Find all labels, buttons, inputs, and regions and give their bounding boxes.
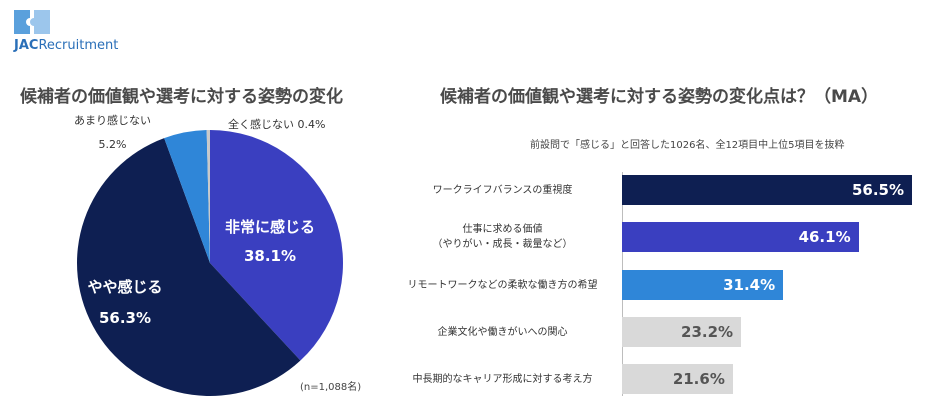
bar-value-4: 21.6% [672, 370, 725, 388]
bar-category-1-line-0: 仕事に求める価値 [462, 224, 543, 235]
pie-slice-3 [206, 130, 210, 263]
bar-4: 21.6% [622, 364, 733, 394]
bar-category-1: 仕事に求める価値 （やりがい・成長・裁量など） [390, 222, 615, 252]
pie-slice-1 [77, 138, 301, 397]
sample-size-note: (n=1,088名) [300, 382, 362, 393]
bar-category-3-line-0: 企業文化や働きがいへの関心 [437, 326, 568, 338]
bar-category-4: 中長期的なキャリア形成に対する考え方 [390, 372, 615, 387]
bar-category-2: リモートワークなどの柔軟な働き方の希望 [390, 278, 615, 293]
brand-part1: JAC [14, 38, 39, 53]
pie-slice-2 [164, 130, 210, 263]
pie-label-not-much-name: あまり感じない [74, 114, 151, 127]
brand-name: JACRecruitment [14, 38, 118, 53]
bar-3: 23.2% [622, 317, 742, 347]
puzzle-logo-icon [14, 10, 50, 34]
bar-chart-subtitle: 前設問で「感じる」と回答した1026名、全12項目中上位5項目を抜粋 [530, 140, 845, 151]
pie-label-somewhat-value: 56.3% [98, 309, 152, 327]
bar-category-4-line-0: 中長期的なキャリア形成に対する考え方 [412, 373, 593, 385]
pie-label-very-value: 38.1% [243, 247, 297, 265]
bar-value-2: 31.4% [723, 276, 776, 294]
pie-label-not-much-value: 5.2% [98, 138, 127, 151]
bar-category-0: ワークライフバランスの重視度 [390, 183, 615, 198]
pie-slice-0 [210, 130, 343, 361]
bar-category-1-line-1: （やりがい・成長・裁量など） [432, 239, 573, 250]
bar-chart-title: 候補者の価値観や選考に対する姿勢の変化点は？（MA） [440, 87, 879, 107]
pie-chart-title: 候補者の価値観や選考に対する姿勢の変化 [20, 87, 343, 107]
bar-1: 46.1% [622, 222, 859, 252]
bar-0: 56.5% [622, 175, 912, 205]
pie-label-very: 非常に感じる 38.1% [210, 216, 330, 265]
pie-label-very-name: 非常に感じる [224, 218, 315, 236]
pie-chart [77, 130, 343, 397]
bar-2: 31.4% [622, 270, 784, 300]
bar-category-3: 企業文化や働きがいへの関心 [390, 325, 615, 340]
pie-label-somewhat: やや感じる 56.3% [70, 276, 180, 327]
bar-value-3: 23.2% [681, 323, 734, 341]
pie-label-not-much: あまり感じない 5.2% [74, 112, 151, 151]
pie-label-not-at-all: 全く感じない 0.4% [228, 118, 326, 131]
bar-value-0: 56.5% [851, 181, 904, 199]
bar-category-2-line-0: リモートワークなどの柔軟な働き方の希望 [407, 279, 598, 291]
pie-label-somewhat-name: やや感じる [87, 278, 163, 296]
bar-value-1: 46.1% [798, 228, 851, 246]
brand-part2: Recruitment [38, 38, 119, 53]
jac-logo: JACRecruitment [6, 8, 146, 60]
bar-category-0-line-0: ワークライフバランスの重視度 [432, 184, 573, 196]
